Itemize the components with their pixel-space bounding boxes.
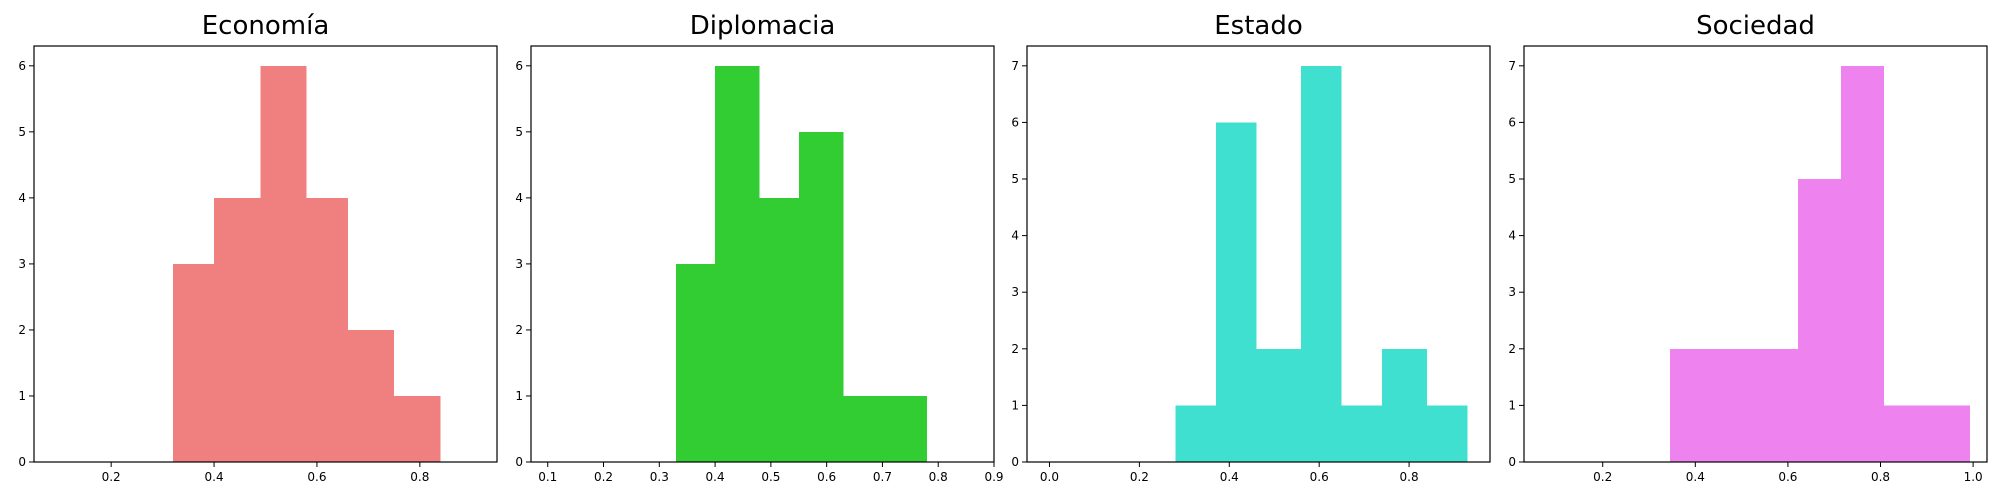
y-tick-label: 0: [1011, 455, 1019, 469]
x-tick-label: 0.6: [817, 470, 836, 484]
histogram-bar: [759, 197, 799, 462]
y-tick-label: 4: [515, 191, 523, 205]
x-tick-label: 0.9: [984, 470, 1003, 484]
y-tick-label: 4: [1011, 229, 1019, 243]
x-tick-label: 0.3: [650, 470, 669, 484]
x-tick-label: 0.0: [1040, 470, 1059, 484]
panel-title: Estado: [1214, 11, 1303, 41]
histogram-bar: [798, 131, 844, 463]
x-tick-label: 0.2: [1130, 470, 1149, 484]
panel-title: Sociedad: [1696, 11, 1815, 41]
y-tick-label: 2: [1508, 342, 1516, 356]
histogram-bar: [214, 197, 261, 462]
histogram-bar: [1382, 348, 1428, 462]
histogram-bar: [394, 395, 441, 462]
y-tick-label: 2: [515, 323, 523, 337]
x-tick-label: 0.6: [1310, 470, 1329, 484]
axes-frame: [33, 45, 498, 463]
x-tick-label: 0.1: [538, 470, 557, 484]
x-tick-label: 0.2: [102, 470, 121, 484]
x-tick-label: 0.2: [1593, 470, 1612, 484]
x-tick-label: 0.4: [1220, 470, 1239, 484]
x-tick-label: 0.8: [1400, 470, 1419, 484]
panel-title: Diplomacia: [690, 11, 836, 41]
y-tick-label: 6: [515, 59, 523, 73]
y-tick-label: 5: [18, 125, 26, 139]
panel-diplomacia: Diplomacia 0.1 0.2 0.3 0.4 0.5 0.6 0.7 0.8 0.9 0 1…: [515, 11, 1003, 484]
x-tick-label: 0.8: [929, 470, 948, 484]
histogram-bar: [1841, 65, 1885, 463]
y-tick-label: 4: [18, 191, 26, 205]
y-tick-label: 1: [515, 389, 523, 403]
panel-economia: Economía 0.2 0.4 0.6 0.8 0 1 2 3 4 5 6: [18, 11, 498, 484]
histogram-bar: [1884, 405, 1927, 462]
y-tick-label: 0: [515, 455, 523, 469]
histogram-bar: [306, 197, 348, 462]
x-tick-label: 0.4: [205, 470, 224, 484]
y-tick-label: 1: [1011, 398, 1019, 412]
axes-frame: [530, 45, 995, 463]
y-tick-label: 6: [18, 59, 26, 73]
x-tick-label: 0.5: [761, 470, 780, 484]
y-tick-label: 5: [515, 125, 523, 139]
x-tick-label: 0.8: [410, 470, 429, 484]
x-tick-label: 0.6: [307, 470, 326, 484]
histogram-bar: [1301, 65, 1342, 463]
axes-frame: [1026, 45, 1491, 463]
histogram-bar: [172, 263, 215, 462]
histogram-bar: [1926, 405, 1970, 462]
x-tick-label: 0.4: [1686, 470, 1705, 484]
x-tick-label: 0.2: [594, 470, 613, 484]
y-tick-label: 7: [1508, 59, 1516, 73]
x-tick-label: 0.6: [1778, 470, 1797, 484]
y-tick-label: 7: [1011, 59, 1019, 73]
histogram-bar: [676, 263, 716, 462]
axes-frame: [1523, 45, 1988, 463]
y-tick-label: 1: [1508, 398, 1516, 412]
histogram-bar: [347, 329, 395, 462]
histogram-bar: [1341, 405, 1383, 462]
y-tick-label: 2: [1011, 342, 1019, 356]
y-tick-label: 3: [1508, 285, 1516, 299]
histogram-bar: [1712, 348, 1756, 462]
y-tick-label: 3: [515, 257, 523, 271]
y-tick-label: 5: [1508, 172, 1516, 186]
histogram-bar: [1215, 122, 1257, 462]
y-tick-label: 3: [1011, 285, 1019, 299]
histogram-bar: [1669, 348, 1713, 462]
y-tick-label: 6: [1011, 115, 1019, 129]
y-tick-label: 3: [18, 257, 26, 271]
y-tick-label: 4: [1508, 229, 1516, 243]
panel-estado: Estado 0.0 0.2 0.4 0.6 0.8 0 1 2 3 4 5 6 7: [1011, 11, 1491, 484]
histogram-bar: [888, 395, 928, 462]
histogram-bar: [1755, 348, 1799, 462]
y-tick-label: 0: [18, 455, 26, 469]
y-tick-label: 2: [18, 323, 26, 337]
y-tick-label: 1: [18, 389, 26, 403]
histogram-bar: [1798, 179, 1842, 462]
y-tick-label: 6: [1508, 115, 1516, 129]
histogram-bar: [1427, 405, 1468, 462]
histogram-bar: [1256, 348, 1302, 462]
histogram-bar: [843, 395, 889, 462]
histogram-bar: [715, 65, 760, 463]
x-tick-label: 0.4: [706, 470, 725, 484]
histogram-bar: [1175, 405, 1216, 462]
y-tick-label: 0: [1508, 455, 1516, 469]
panel-sociedad: Sociedad 0.2 0.4 0.6 0.8 1.0 0 1 2 3 4 5 6 7: [1508, 11, 1988, 484]
x-tick-label: 0.7: [873, 470, 892, 484]
x-tick-label: 0.8: [1871, 470, 1890, 484]
y-tick-label: 5: [1011, 172, 1019, 186]
panel-title: Economía: [202, 11, 330, 41]
histogram-bar: [260, 65, 307, 463]
x-tick-label: 1.0: [1964, 470, 1983, 484]
